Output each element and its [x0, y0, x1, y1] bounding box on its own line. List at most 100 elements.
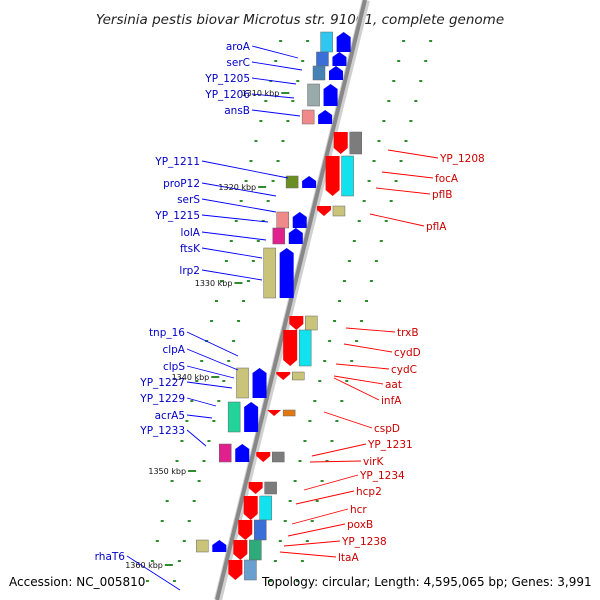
- tick-dot: [274, 60, 278, 62]
- forward-gene-arrow: [212, 540, 227, 552]
- tick-dot: [229, 240, 233, 242]
- tick-dot: [170, 480, 174, 482]
- tick-dot: [419, 80, 423, 82]
- tick-dot: [182, 540, 186, 542]
- gene-features: [196, 31, 362, 581]
- tick-dot: [197, 480, 201, 482]
- tick-dot: [300, 560, 304, 562]
- reverse-feature-box: [349, 131, 362, 155]
- tick-dot: [187, 520, 191, 522]
- tick-dot: [365, 300, 368, 302]
- tick-dot: [172, 580, 176, 582]
- reverse-gene-label: cspD: [374, 423, 400, 435]
- tick-dot: [259, 120, 263, 122]
- reverse-feature-box: [292, 371, 305, 381]
- reverse-label-leader: [295, 490, 355, 505]
- tick-dot: [160, 520, 164, 522]
- reverse-feature-box: [264, 481, 277, 495]
- reverse-feature-box: [305, 315, 318, 331]
- tick-dot: [276, 160, 280, 162]
- tick-dot: [207, 440, 211, 442]
- forward-gene-label: YP_1227: [139, 377, 185, 389]
- tick-dot: [150, 560, 154, 562]
- tick-dot: [328, 340, 332, 342]
- forward-feature-box: [227, 401, 241, 433]
- tick-dot: [333, 320, 337, 322]
- reverse-gene-label: focA: [435, 173, 459, 185]
- tick-dot: [249, 160, 253, 162]
- reverse-gene-label: poxB: [347, 519, 373, 531]
- forward-gene-label: aroA: [226, 41, 251, 53]
- reverse-gene-arrow: [238, 520, 253, 540]
- forward-label-leader: [201, 160, 289, 179]
- tick-dot: [325, 460, 329, 462]
- tick-label: 1340 kbp: [172, 373, 210, 382]
- forward-gene-arrow: [336, 32, 351, 52]
- tick-dot: [305, 540, 309, 542]
- tick-dot: [310, 520, 314, 522]
- tick-dot: [283, 520, 287, 522]
- forward-label-leader: [186, 365, 235, 379]
- tick-dot: [242, 300, 245, 302]
- reverse-gene-arrow: [228, 560, 243, 580]
- forward-gene-arrow: [288, 228, 303, 244]
- reverse-label-leader: [323, 411, 373, 429]
- reverse-gene-label: infA: [381, 395, 402, 407]
- reverse-gene-label: virK: [363, 456, 384, 468]
- forward-gene-label: YP_1229: [139, 393, 185, 405]
- reverse-gene-label: ltaA: [338, 552, 359, 564]
- forward-label-leader: [201, 214, 269, 223]
- forward-label-leader: [186, 397, 217, 407]
- tick-dot: [303, 440, 307, 442]
- forward-gene-arrow: [292, 212, 307, 228]
- reverse-label-leader: [287, 523, 346, 537]
- reverse-feature-box: [341, 155, 354, 197]
- forward-label-leader: [251, 77, 297, 85]
- tick-dot: [424, 60, 428, 62]
- tick-dot: [330, 440, 334, 442]
- forward-label-leader: [186, 381, 233, 389]
- reverse-gene-label: aat: [385, 379, 402, 391]
- reverse-label-leader: [291, 508, 349, 525]
- forward-gene-label: tnp_16: [149, 327, 185, 339]
- tick-dot: [392, 80, 396, 82]
- tick-dot: [369, 280, 373, 282]
- tick-dot: [185, 420, 189, 422]
- tick-dot: [345, 380, 349, 382]
- tick-dot: [352, 240, 356, 242]
- tick-dot: [251, 260, 255, 262]
- forward-gene-label: clpA: [162, 344, 185, 356]
- reverse-gene-label: YP_1238: [341, 536, 387, 548]
- tick-dot: [409, 120, 413, 122]
- forward-gene-arrow: [279, 248, 294, 298]
- reverse-gene-label: pflA: [426, 221, 447, 233]
- tick-dot: [335, 420, 339, 422]
- forward-feature-box: [219, 443, 232, 463]
- reverse-feature-box: [249, 539, 262, 561]
- tick-dot: [298, 460, 302, 462]
- reverse-gene-arrow: [267, 410, 282, 416]
- forward-feature-box: [320, 31, 333, 53]
- tick-dot: [306, 40, 310, 42]
- forward-label-leader: [201, 198, 277, 213]
- tick-label: 1350 kbp: [148, 467, 186, 476]
- tick-dot: [202, 460, 206, 462]
- forward-gene-label: acrA5: [155, 410, 185, 422]
- forward-feature-box: [301, 109, 315, 125]
- forward-feature-box: [196, 539, 209, 553]
- tick-dot: [278, 540, 282, 542]
- forward-label-leader: [251, 109, 301, 117]
- reverse-gene-arrow: [276, 372, 291, 380]
- reverse-feature-box: [272, 451, 285, 463]
- tick-dot: [155, 540, 159, 542]
- tick-dot: [350, 360, 354, 362]
- tick-dot: [389, 200, 393, 202]
- forward-gene-label: lolA: [181, 227, 201, 239]
- reverse-label-leader: [375, 187, 431, 195]
- forward-gene-arrow: [244, 402, 259, 432]
- forward-gene-label: YP_1211: [154, 156, 200, 168]
- forward-gene-arrow: [323, 84, 338, 106]
- tick-dot: [234, 220, 238, 222]
- tick-dot: [200, 360, 204, 362]
- forward-feature-box: [285, 175, 299, 189]
